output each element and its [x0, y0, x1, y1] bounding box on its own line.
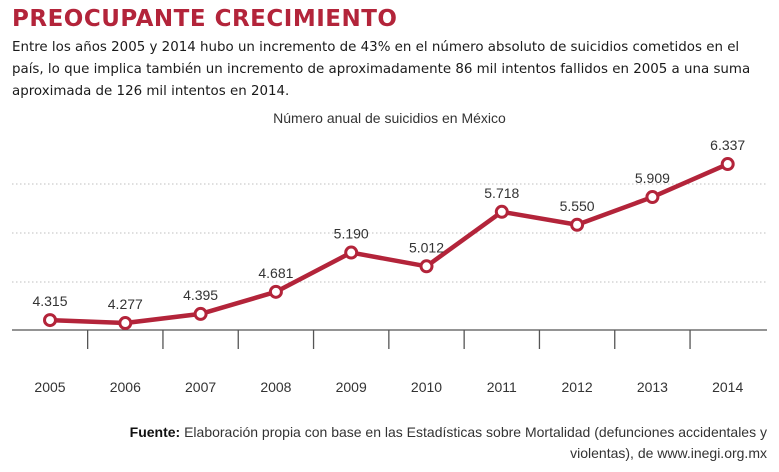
data-point — [344, 245, 359, 260]
data-point — [494, 204, 509, 219]
x-tick-label: 2013 — [637, 379, 668, 395]
x-tick-label: 2007 — [185, 379, 216, 395]
data-point — [118, 316, 133, 331]
x-axis: 2005 2006 2007 2008 2009 2010 2011 2012 2013 2014 — [12, 329, 767, 395]
data-label: 4.277 — [108, 296, 143, 312]
data-point — [419, 259, 434, 274]
data-point — [645, 190, 660, 205]
x-tick-label: 2005 — [34, 379, 65, 395]
x-tick-label: 2012 — [562, 379, 593, 395]
x-tick-label: 2010 — [411, 379, 442, 395]
data-label: 5.909 — [635, 170, 670, 186]
source-label: Fuente: — [129, 424, 181, 440]
data-label: 5.012 — [409, 239, 444, 255]
series-line — [47, 161, 730, 326]
source-text: Elaboración propia con base en las Estad… — [180, 424, 767, 461]
data-label: 4.315 — [32, 293, 67, 309]
data-label: 6.337 — [710, 137, 745, 153]
source-note: Fuente: Elaboración propia con base en l… — [67, 422, 767, 464]
data-point — [43, 313, 57, 328]
data-label: 4.681 — [258, 265, 293, 281]
x-tick-label: 2008 — [260, 379, 291, 395]
data-labels: 4.315 4.277 4.395 4.681 5.190 5.012 5.718 5.550… — [32, 137, 745, 312]
series-suicides — [43, 157, 735, 331]
data-point — [570, 217, 585, 232]
data-point — [720, 157, 735, 172]
data-label: 5.718 — [484, 185, 519, 201]
data-point — [193, 306, 208, 321]
gridlines — [12, 183, 767, 283]
data-point — [268, 284, 283, 299]
data-label: 5.190 — [334, 226, 369, 242]
chart-heading: PREOCUPANTE CRECIMIENTO — [12, 6, 398, 32]
data-label: 5.550 — [560, 198, 595, 214]
x-tick-label: 2011 — [487, 379, 517, 395]
intro-paragraph: Entre los años 2005 y 2014 hubo un incre… — [12, 40, 751, 99]
data-label: 4.395 — [183, 287, 218, 303]
x-tick-label: 2009 — [336, 379, 367, 395]
x-tick-label: 2006 — [110, 379, 141, 395]
chart-title: Número anual de suicidios en México — [273, 110, 506, 126]
x-tick-label: 2014 — [712, 379, 743, 395]
